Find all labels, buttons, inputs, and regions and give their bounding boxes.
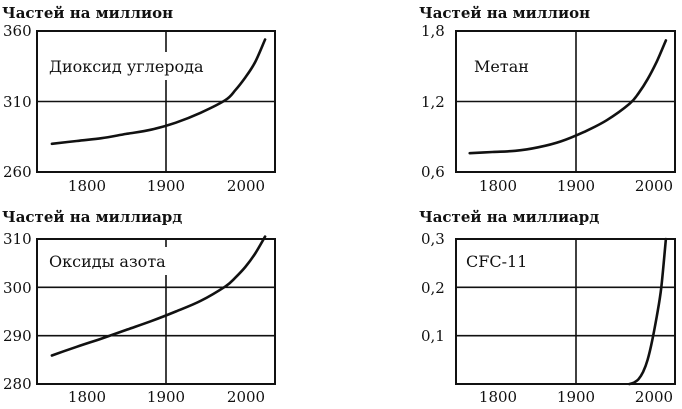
- y-tick-label: 310: [3, 93, 32, 111]
- y-tick-label: 0,3: [421, 230, 445, 248]
- chart-panel-co2: Частей на миллион 360 310 260 1800 1900 …: [2, 4, 276, 195]
- series-label: Оксиды азота: [49, 252, 166, 271]
- unit-label: Частей на миллион: [2, 4, 173, 22]
- unit-label: Частей на миллион: [419, 4, 590, 22]
- y-tick-label: 280: [3, 375, 32, 393]
- y-tick-label: 0,6: [421, 163, 445, 181]
- x-tick-label: 1900: [147, 177, 185, 195]
- x-tick-label: 1800: [68, 388, 106, 406]
- x-tick-label: 1800: [479, 388, 517, 406]
- series-label-background: [43, 52, 199, 80]
- series-label-background: [468, 52, 532, 80]
- x-tick-label: 2000: [227, 177, 265, 195]
- plot-frame: [455, 238, 676, 385]
- x-tick-label: 1800: [68, 177, 106, 195]
- y-tick-label: 300: [3, 279, 32, 297]
- nitrous-oxide-series-line: [50, 235, 267, 357]
- x-tick-label: 1900: [557, 177, 595, 195]
- series-label: CFC-11: [466, 252, 527, 271]
- y-tick-label: 260: [3, 163, 32, 181]
- x-tick-label: 1900: [147, 388, 185, 406]
- series-label-background: [43, 247, 167, 275]
- x-tick-label: 1900: [557, 388, 595, 406]
- chart-panel-nitrous-oxide: Частей на миллиард 310 300 290 280 1800 …: [2, 208, 276, 406]
- y-tick-label: 360: [3, 22, 32, 40]
- series-label: Метан: [474, 57, 529, 76]
- unit-label: Частей на миллиард: [419, 208, 599, 226]
- co2-series-line: [50, 38, 267, 146]
- methane-series-line: [468, 39, 668, 155]
- y-tick-label: 0,2: [421, 279, 445, 297]
- y-tick-label: 310: [3, 230, 32, 248]
- series-label: Диоксид углерода: [49, 57, 204, 76]
- plot-frame: [36, 238, 276, 385]
- chart-panel-methane: Частей на миллион 1,8 1,2 0,6 1800 1900 …: [419, 4, 676, 195]
- cfc11-series-line: [628, 237, 668, 386]
- chart-panel-cfc11: Частей на миллиард 0,3 0,2 0,1 1800 1900…: [419, 208, 676, 406]
- x-tick-label: 2000: [227, 388, 265, 406]
- x-tick-label: 1800: [479, 177, 517, 195]
- x-tick-label: 2000: [635, 388, 673, 406]
- y-tick-label: 1,2: [421, 93, 445, 111]
- y-tick-label: 1,8: [421, 22, 445, 40]
- y-tick-label: 0,1: [421, 327, 445, 345]
- x-tick-label: 2000: [635, 177, 673, 195]
- unit-label: Частей на миллиард: [2, 208, 182, 226]
- series-label-background: [460, 247, 534, 275]
- y-tick-label: 290: [3, 327, 32, 345]
